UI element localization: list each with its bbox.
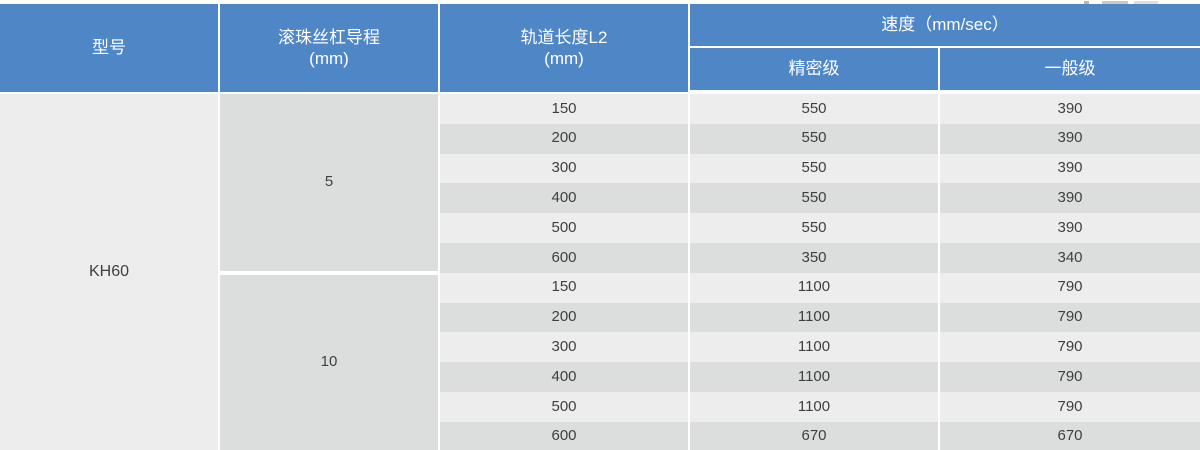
header-stroke-length-l2: 轨道长度L2 (mm) bbox=[440, 4, 690, 92]
cell-speed-precision: 1100 bbox=[690, 302, 940, 333]
cell-speed-general: 790 bbox=[940, 272, 1200, 303]
cell-speed-general: 390 bbox=[940, 94, 1200, 124]
cell-speed-precision: 350 bbox=[690, 243, 940, 273]
artifact-mark-3 bbox=[1134, 1, 1158, 4]
cell-speed-precision: 1100 bbox=[690, 392, 940, 422]
cell-speed-general: 390 bbox=[940, 123, 1200, 154]
cell-model-kh60: KH60 bbox=[0, 94, 220, 450]
cell-l2: 150 bbox=[440, 272, 690, 303]
cell-l2: 400 bbox=[440, 183, 690, 214]
cell-speed-general: 790 bbox=[940, 332, 1200, 363]
cell-speed-precision: 1100 bbox=[690, 332, 940, 363]
cell-lead-10: 10 bbox=[220, 274, 440, 450]
cell-lead-5: 5 bbox=[220, 94, 440, 273]
header-speed-general: 一般级 bbox=[940, 48, 1200, 92]
cell-l2: 300 bbox=[440, 332, 690, 363]
cell-l2: 400 bbox=[440, 362, 690, 392]
cell-speed-precision: 1100 bbox=[690, 272, 940, 303]
cell-speed-general: 390 bbox=[940, 213, 1200, 243]
cell-speed-precision: 670 bbox=[690, 421, 940, 450]
cell-l2: 500 bbox=[440, 392, 690, 422]
header-speed-precision: 精密级 bbox=[690, 48, 940, 92]
cell-speed-general: 790 bbox=[940, 392, 1200, 422]
header-ball-screw-lead: 滚珠丝杠导程 (mm) bbox=[220, 4, 440, 92]
cell-l2: 300 bbox=[440, 153, 690, 184]
cell-speed-precision: 550 bbox=[690, 153, 940, 184]
header-speed-group: 速度（mm/sec） bbox=[690, 4, 1200, 48]
cell-speed-general: 670 bbox=[940, 421, 1200, 450]
cell-l2: 200 bbox=[440, 302, 690, 333]
cell-speed-general: 390 bbox=[940, 183, 1200, 214]
cell-speed-precision: 550 bbox=[690, 94, 940, 124]
clipped-top-artifact bbox=[1082, 0, 1160, 5]
cell-speed-precision: 550 bbox=[690, 183, 940, 214]
cell-speed-precision: 550 bbox=[690, 213, 940, 243]
cell-l2: 600 bbox=[440, 243, 690, 273]
cell-l2: 500 bbox=[440, 213, 690, 243]
cell-speed-precision: 1100 bbox=[690, 362, 940, 392]
cell-l2: 150 bbox=[440, 94, 690, 124]
cell-speed-general: 390 bbox=[940, 153, 1200, 184]
cell-speed-general: 790 bbox=[940, 362, 1200, 392]
cell-speed-general: 340 bbox=[940, 243, 1200, 273]
cell-speed-general: 790 bbox=[940, 302, 1200, 333]
header-model: 型号 bbox=[0, 4, 220, 92]
artifact-mark-2 bbox=[1102, 1, 1128, 4]
cell-speed-precision: 550 bbox=[690, 123, 940, 154]
cell-l2: 200 bbox=[440, 123, 690, 154]
cell-l2: 600 bbox=[440, 421, 690, 450]
artifact-mark-1 bbox=[1084, 1, 1089, 4]
